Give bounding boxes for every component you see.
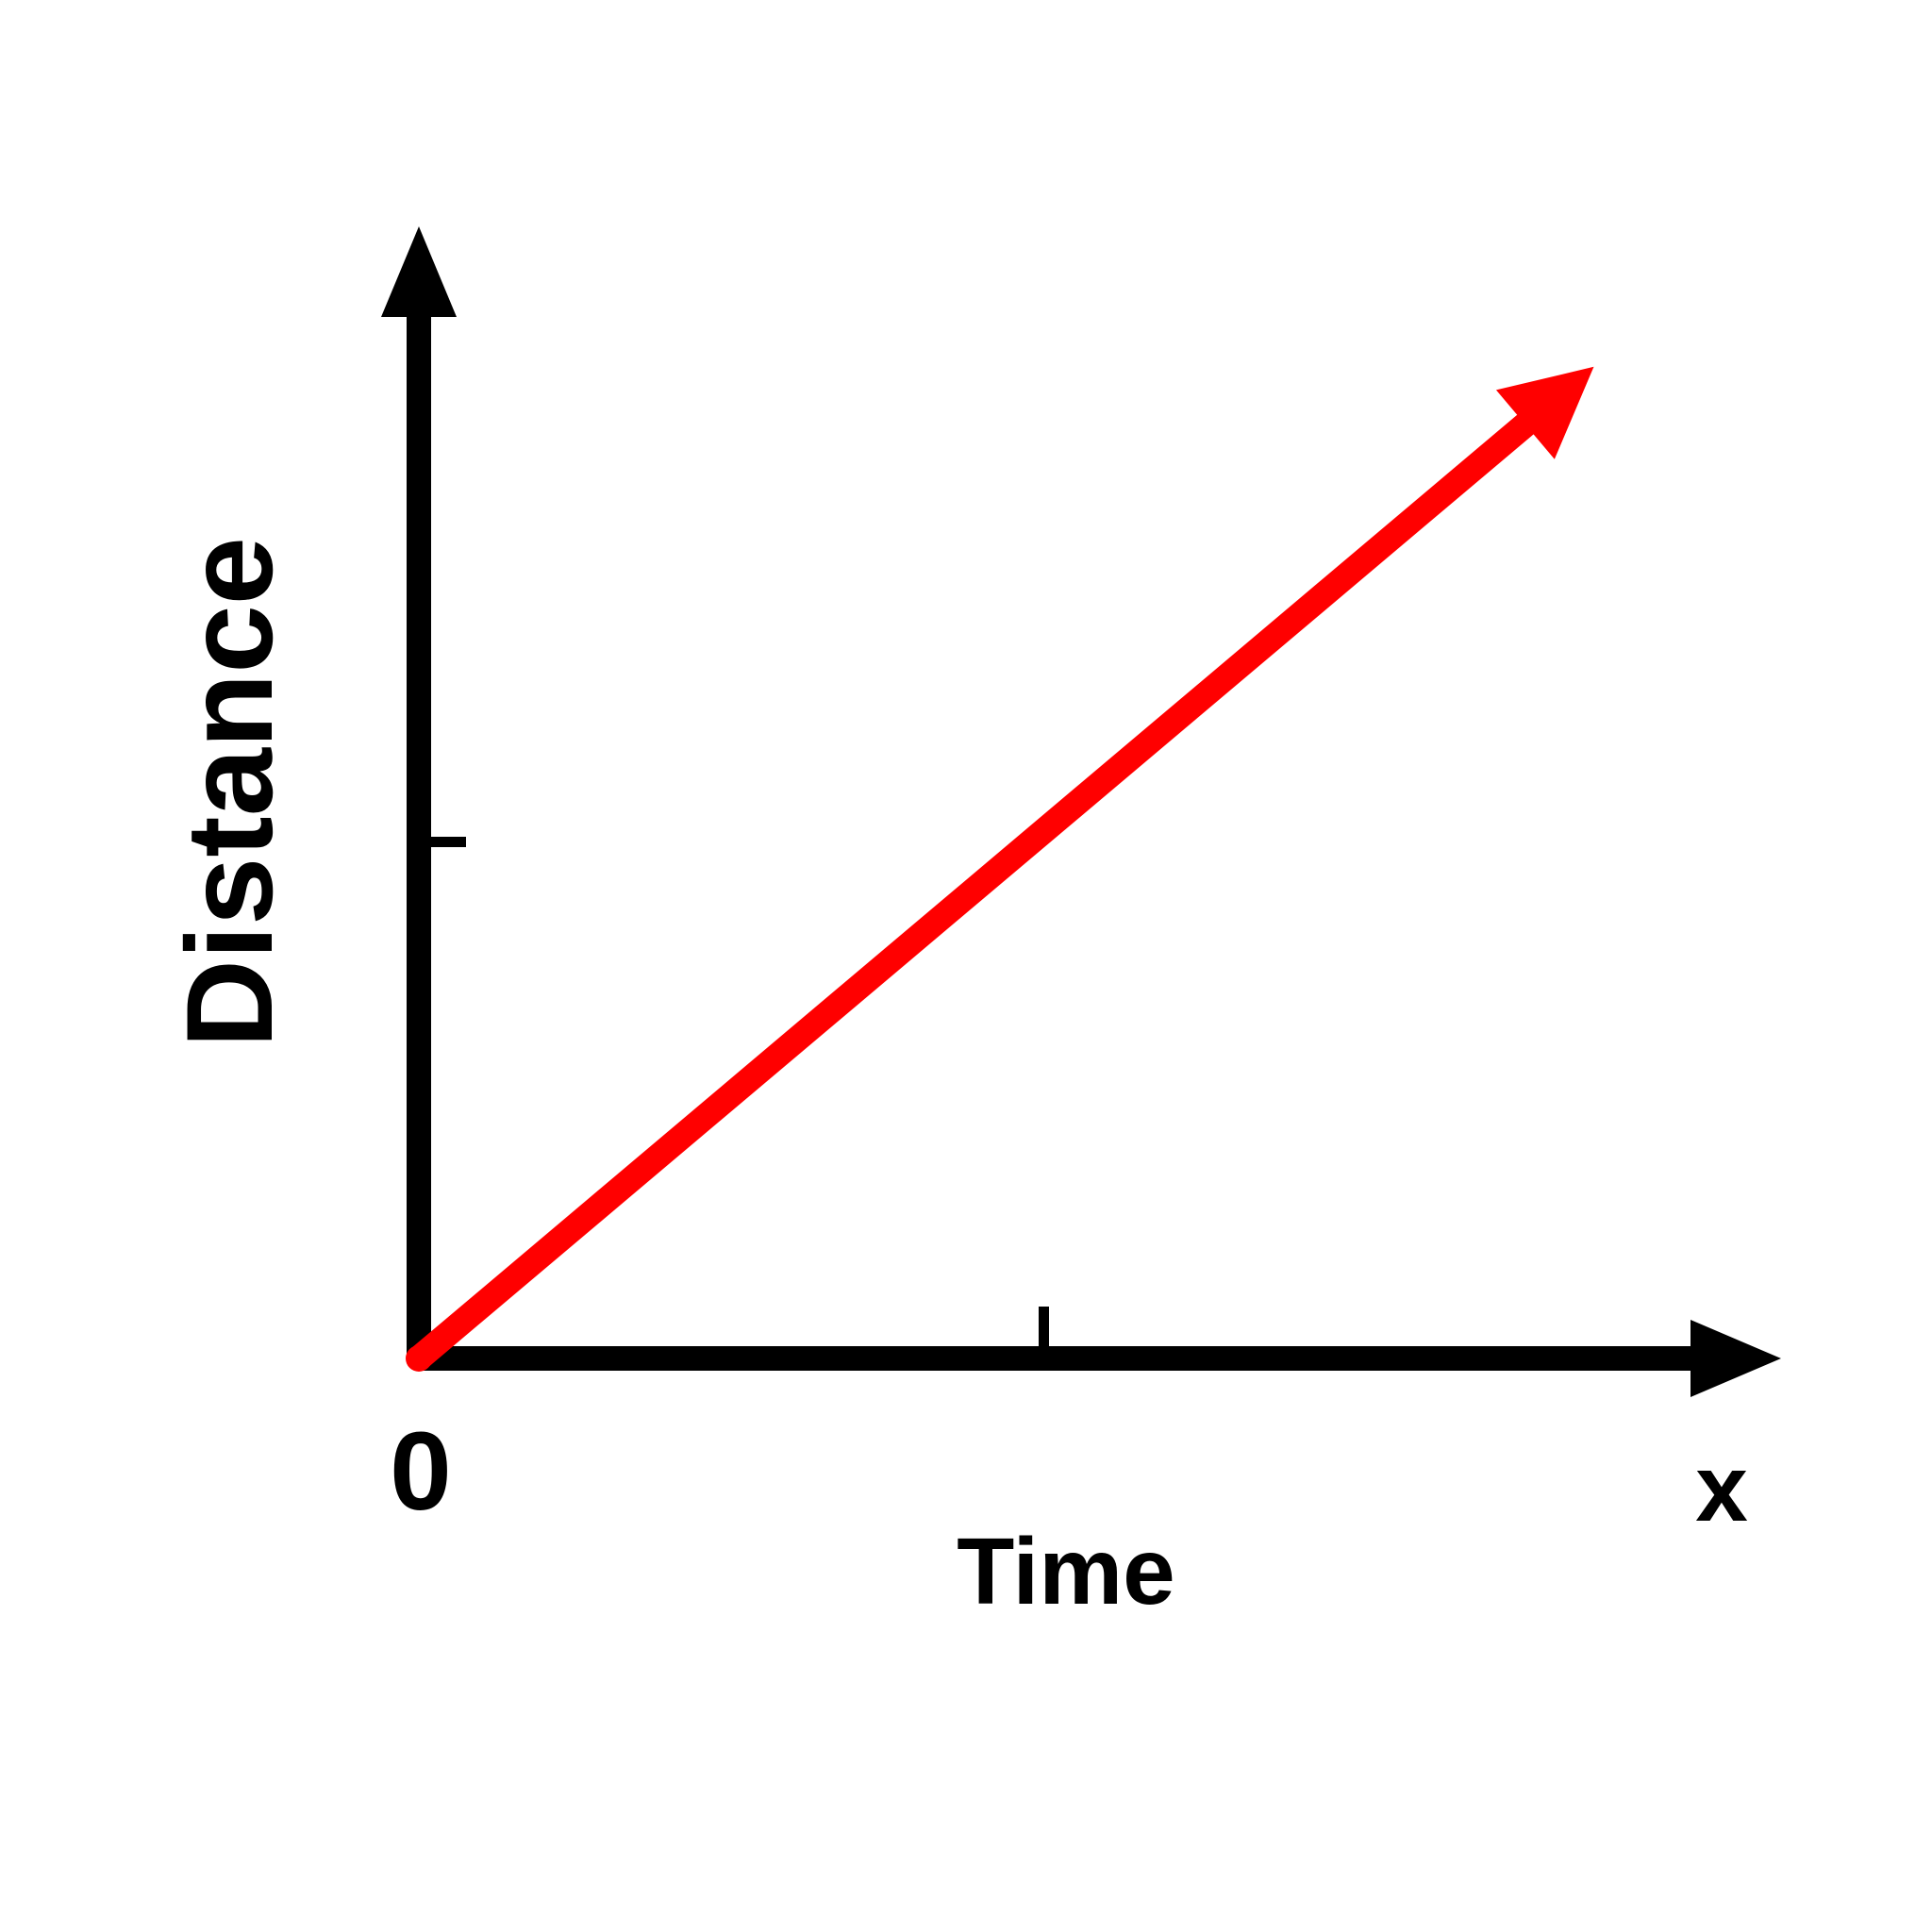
x-axis-arrowhead xyxy=(1690,1320,1781,1397)
series-line xyxy=(406,407,1544,1372)
x-axis-end-label: x xyxy=(1695,1436,1748,1541)
y-axis-label: Distance xyxy=(160,537,298,1048)
origin-tick-label: 0 xyxy=(390,1409,452,1534)
ticks xyxy=(428,837,1049,1349)
x-axis-label: Time xyxy=(957,1519,1175,1624)
y-axis-arrowhead xyxy=(381,226,457,317)
series xyxy=(406,366,1594,1372)
series-arrowhead xyxy=(1495,366,1594,459)
data-point xyxy=(406,1345,432,1372)
